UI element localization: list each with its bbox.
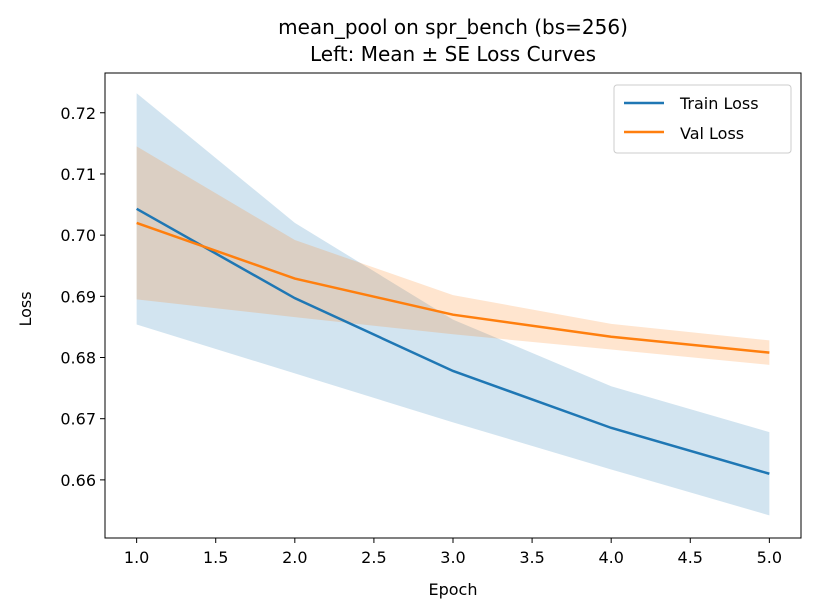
x-axis-label: Epoch (429, 580, 478, 599)
se-bands (136, 93, 770, 516)
y-tick-label: 0.68 (60, 349, 96, 368)
train-loss-line (136, 207, 770, 475)
y-tick-label: 0.69 (60, 287, 96, 306)
y-axis-label: Loss (16, 291, 35, 326)
x-tick-label: 2.5 (361, 548, 386, 567)
val-loss-se-band (136, 146, 770, 365)
legend: Train Loss Val Loss (613, 84, 792, 154)
val-loss-line (136, 221, 770, 354)
chart-subtitle: Left: Mean ± SE Loss Curves (310, 42, 596, 66)
x-tick-label: 3.0 (440, 548, 465, 567)
y-tick-label: 0.71 (60, 165, 96, 184)
y-tick-label: 0.70 (60, 226, 96, 245)
x-axis-ticks: 1.0 1.5 2.0 2.5 3.0 3.5 4.0 4.5 5.0 (124, 538, 782, 567)
y-tick-label: 0.72 (60, 104, 96, 123)
y-axis-ticks: 0.66 0.67 0.68 0.69 0.70 0.71 0.72 (60, 104, 105, 490)
legend-train-loss-label: Train Loss (679, 94, 759, 113)
x-tick-label: 3.5 (519, 548, 544, 567)
x-tick-label: 1.0 (124, 548, 149, 567)
x-tick-label: 5.0 (757, 548, 782, 567)
y-tick-label: 0.66 (60, 471, 96, 490)
chart-title: mean_pool on spr_bench (bs=256) (278, 15, 628, 39)
y-tick-label: 0.67 (60, 410, 96, 429)
plot-area (136, 93, 770, 516)
train-loss-se-band (136, 93, 770, 516)
x-tick-label: 2.0 (282, 548, 307, 567)
x-tick-label: 1.5 (203, 548, 228, 567)
x-tick-label: 4.0 (598, 548, 623, 567)
x-tick-label: 4.5 (678, 548, 703, 567)
series-lines (136, 207, 770, 475)
legend-val-loss-label: Val Loss (680, 124, 744, 143)
